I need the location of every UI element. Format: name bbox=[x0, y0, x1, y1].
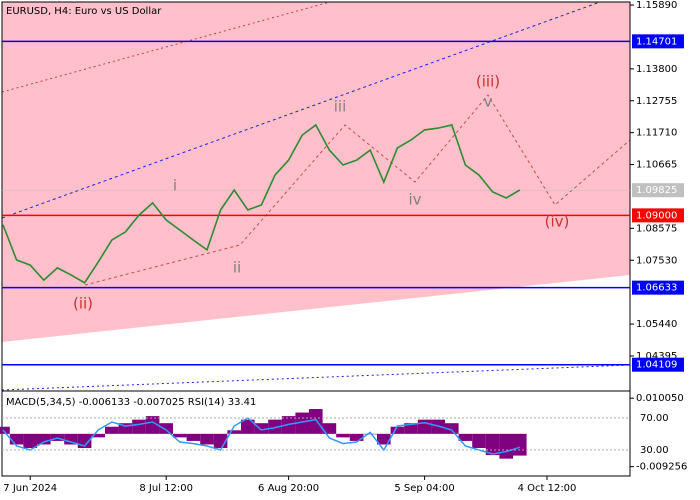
current-price-box bbox=[632, 183, 684, 198]
x-tick-label: 5 Sep 04:00 bbox=[394, 483, 454, 494]
level-box bbox=[632, 34, 684, 49]
wave-label: (iv) bbox=[545, 213, 570, 231]
macd-bar bbox=[268, 419, 282, 434]
y-tick-label: 1.11710 bbox=[636, 128, 677, 139]
macd-bar bbox=[91, 433, 105, 438]
y-tick-label: 1.04395 bbox=[636, 351, 677, 362]
wave-label: iv bbox=[408, 191, 421, 209]
macd-bar bbox=[363, 433, 377, 435]
macd-bar bbox=[513, 433, 527, 456]
macd-bar bbox=[200, 433, 214, 445]
x-tick-label: 4 Oct 12:00 bbox=[518, 483, 577, 494]
macd-bar bbox=[118, 423, 133, 434]
macd-bar bbox=[37, 433, 51, 445]
macd-bar bbox=[309, 409, 323, 434]
macd-bar bbox=[105, 426, 119, 434]
macd-bar bbox=[472, 433, 486, 449]
wave-line bbox=[84, 94, 631, 286]
macd-bar bbox=[254, 423, 269, 434]
indicator-tick-label: -0.009256 bbox=[636, 462, 687, 473]
y-tick-label: 1.07530 bbox=[636, 255, 677, 266]
channel-line bbox=[1, 1, 601, 219]
macd-bar bbox=[458, 433, 473, 441]
level-label: 1.14701 bbox=[636, 36, 677, 47]
macd-bar bbox=[0, 426, 10, 434]
level-box bbox=[632, 208, 684, 223]
wave-label: v bbox=[484, 93, 493, 111]
macd-bar bbox=[132, 419, 146, 434]
level-label: 1.09000 bbox=[636, 210, 677, 221]
macd-bar bbox=[173, 433, 187, 438]
channel-line bbox=[1, 1, 331, 93]
macd-bar bbox=[241, 419, 255, 434]
macd-bar bbox=[349, 433, 364, 441]
macd-bar bbox=[23, 433, 37, 449]
wave-label: (iii) bbox=[476, 73, 500, 91]
plot-border bbox=[1, 1, 631, 477]
macd-bar bbox=[445, 423, 459, 434]
y-tick-label: 1.05440 bbox=[636, 319, 677, 330]
wave-label: i bbox=[173, 177, 177, 195]
x-tick-label: 7 Jun 2024 bbox=[3, 483, 57, 494]
x-tick-label: 8 Jul 12:00 bbox=[139, 483, 193, 494]
y-tick-label: 1.15890 bbox=[636, 0, 677, 11]
wave-label: (ii) bbox=[73, 295, 93, 313]
channel-area bbox=[2, 2, 630, 342]
wave-label: iii bbox=[334, 98, 347, 116]
macd-bar bbox=[227, 430, 241, 434]
macd-bar bbox=[159, 423, 173, 434]
macd-bar bbox=[499, 433, 513, 459]
rsi-tick-label: 70.00 bbox=[640, 413, 669, 424]
macd-bar bbox=[186, 433, 201, 441]
chart-title: EURUSD, H4: Euro vs US Dollar bbox=[6, 6, 162, 17]
indicator-label: MACD(5,34,5) -0.006133 -0.007025 RSI(14)… bbox=[6, 397, 256, 408]
macd-bar bbox=[390, 426, 405, 434]
price-line bbox=[2, 123, 521, 284]
macd-bar bbox=[9, 433, 24, 445]
indicator-tick-label: 0.010050 bbox=[636, 393, 684, 404]
macd-bar bbox=[417, 419, 432, 434]
level-label: 1.06633 bbox=[636, 283, 677, 294]
rsi-line bbox=[2, 417, 521, 455]
level-box bbox=[632, 280, 684, 295]
y-tick-label: 1.08575 bbox=[636, 223, 677, 234]
rsi-tick-label: 30.00 bbox=[640, 445, 669, 456]
y-tick-label: 1.10665 bbox=[636, 160, 677, 171]
y-tick-label: 1.12755 bbox=[636, 96, 677, 107]
macd-bar bbox=[64, 433, 78, 445]
wave-label: ii bbox=[233, 259, 241, 277]
x-tick-label: 6 Aug 20:00 bbox=[258, 483, 319, 494]
level-box bbox=[632, 357, 684, 372]
current-price-label: 1.09825 bbox=[636, 185, 677, 196]
level-label: 1.04109 bbox=[636, 360, 677, 371]
macd-bar bbox=[377, 433, 391, 445]
macd-bar bbox=[336, 433, 350, 438]
macd-bar bbox=[404, 423, 418, 434]
macd-bar bbox=[145, 416, 160, 434]
macd-bar bbox=[322, 423, 337, 434]
y-tick-label: 1.13800 bbox=[636, 64, 677, 75]
